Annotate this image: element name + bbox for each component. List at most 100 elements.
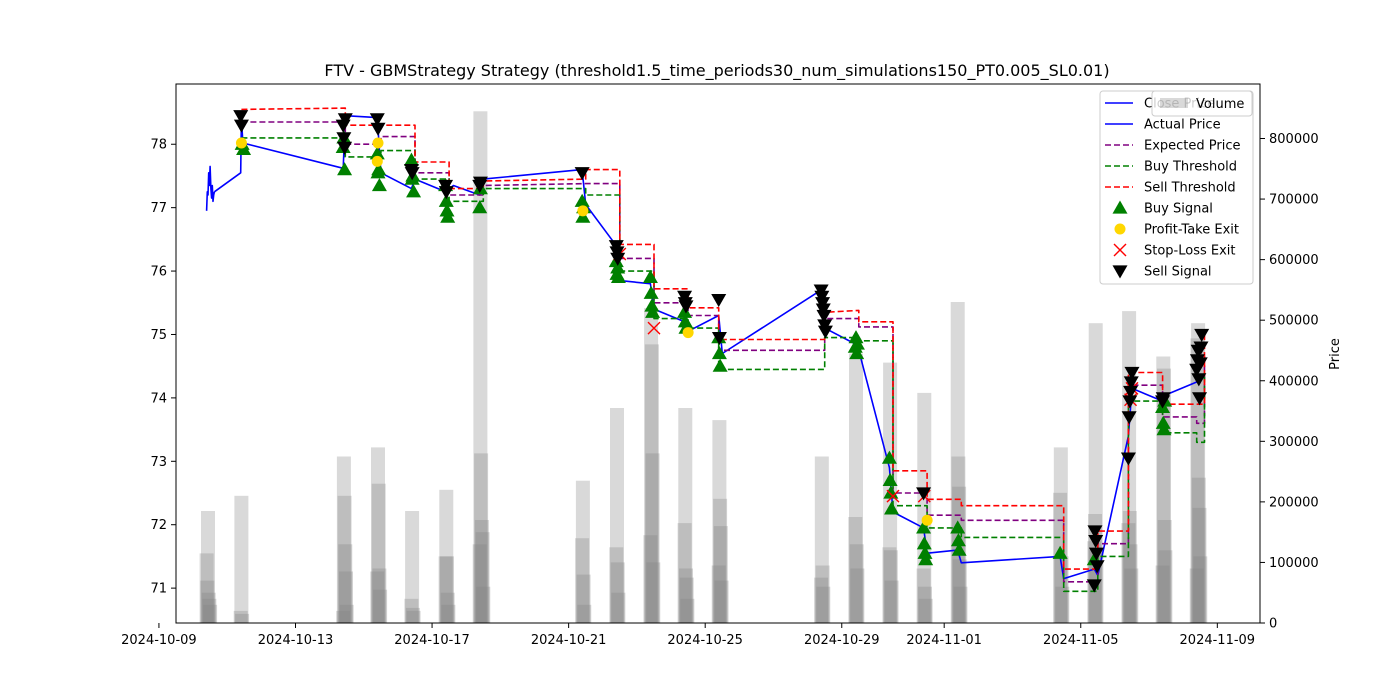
y2-tick-label: 700000 xyxy=(1269,193,1319,208)
volume-bar xyxy=(440,592,455,623)
volume-bar xyxy=(440,556,454,623)
y2-tick-label: 300000 xyxy=(1269,435,1319,450)
volume-bar xyxy=(474,453,489,623)
x-tick-label: 2024-10-09 xyxy=(121,633,197,648)
x-tick-label: 2024-10-25 xyxy=(667,633,743,648)
buy-signal-marker xyxy=(882,472,898,486)
series-line-actual-price xyxy=(213,114,1202,580)
buy-signal-marker xyxy=(677,304,693,318)
volume-bar xyxy=(883,550,898,623)
legend-item: Sell Signal xyxy=(1112,265,1212,280)
series-line-buy-threshold xyxy=(241,137,1206,593)
volume-bar xyxy=(337,495,352,623)
y2-tick-label: 0 xyxy=(1269,617,1277,632)
volume-bar xyxy=(1155,565,1170,623)
sell-signal-marker xyxy=(817,325,833,339)
volume-bar xyxy=(1124,568,1139,623)
sell-signal-marker xyxy=(336,132,352,146)
legend-label: Buy Threshold xyxy=(1144,160,1237,175)
x-tick-label: 2024-10-29 xyxy=(804,633,880,648)
volume-bar xyxy=(406,610,421,623)
y2-tick-label: 500000 xyxy=(1269,314,1319,329)
sell-signal-marker xyxy=(1089,560,1105,574)
volume-bar xyxy=(472,544,487,623)
buy-signal-marker xyxy=(403,152,419,166)
buy-signal-marker xyxy=(236,141,252,155)
stop-loss-marker xyxy=(886,489,900,503)
buy-signal-marker xyxy=(916,536,932,550)
buy-signal-marker xyxy=(1156,422,1172,436)
buy-signal-marker xyxy=(337,162,353,176)
legend-volume-label: Volume xyxy=(1196,97,1244,112)
y-axis-left: 71 72 73 74 75 76 77 78 xyxy=(150,138,176,597)
volume-bar xyxy=(953,586,968,623)
buy-signal-marker xyxy=(610,260,626,274)
sell-signal-marker xyxy=(438,186,454,200)
buy-signal-marker xyxy=(406,184,422,198)
volume-bar xyxy=(577,604,592,623)
y2-tick-label: 100000 xyxy=(1269,556,1319,571)
buy-signal-marker xyxy=(881,450,897,464)
y-tick-label: 78 xyxy=(150,138,167,153)
buy-signal-marker xyxy=(371,162,387,176)
buy-signal-marker xyxy=(951,542,967,556)
buy-signal-marker xyxy=(712,358,728,372)
volume-bar xyxy=(677,523,692,623)
legend-label: Buy Signal xyxy=(1144,202,1213,217)
legend-buy-icon xyxy=(1112,200,1128,214)
x-tick-label: 2024-10-21 xyxy=(531,633,607,648)
legend-item: Actual Price xyxy=(1105,118,1221,133)
buy-signal-marker xyxy=(645,304,661,318)
buy-signal-marker xyxy=(1052,545,1068,559)
volume-bar xyxy=(475,532,490,623)
sell-signal-marker xyxy=(369,113,385,127)
volume-bar xyxy=(1189,568,1204,623)
legend-sell-icon xyxy=(1112,265,1128,279)
volume-bar xyxy=(1122,511,1137,623)
volume-bar xyxy=(713,498,728,623)
legend-label: Actual Price xyxy=(1144,118,1221,133)
volume-bar xyxy=(1190,338,1205,623)
sell-signal-marker xyxy=(816,309,832,323)
y-tick-label: 71 xyxy=(150,582,167,597)
y2-axis-label: Price xyxy=(1328,338,1343,370)
buy-signal-marker xyxy=(440,209,456,223)
series-line-close-price xyxy=(205,165,216,211)
legend-label: Expected Price xyxy=(1144,139,1241,154)
buy-signal-marker xyxy=(472,200,488,214)
volume-bar xyxy=(476,586,491,623)
volume-bar xyxy=(339,604,354,623)
sell-signal-marker xyxy=(916,487,932,501)
volume-bar xyxy=(712,420,727,623)
sell-signal-marker xyxy=(233,119,249,133)
buy-signal-marker xyxy=(439,203,455,217)
sell-signal-marker xyxy=(404,167,420,181)
y-tick-label: 77 xyxy=(150,201,167,216)
volume-bar xyxy=(1193,556,1208,623)
sell-signal-marker xyxy=(1192,357,1208,371)
y-axis-right: 0 100000 200000 300000 400000 500000 600000 700… xyxy=(1260,132,1319,632)
volume-bar xyxy=(474,520,489,623)
volume-bar xyxy=(473,111,488,623)
volume-bar xyxy=(644,344,659,623)
legend-label: Sell Signal xyxy=(1144,265,1212,280)
x-axis: 2024-10-09 2024-10-13 2024-10-17 2024-10-21… xyxy=(121,623,1255,648)
volume-bar xyxy=(816,586,831,623)
sell-signal-marker xyxy=(1192,392,1208,406)
volume-bar xyxy=(644,308,659,623)
buy-signal-marker xyxy=(918,552,934,566)
volume-bar xyxy=(439,489,454,623)
legend-item: Buy Threshold xyxy=(1105,160,1237,175)
volume-bar xyxy=(884,580,899,623)
legend-label: Stop-Loss Exit xyxy=(1144,244,1236,259)
profit-take-marker xyxy=(235,137,247,149)
legend-item: Sell Threshold xyxy=(1105,181,1236,196)
volume-bar xyxy=(679,568,693,623)
buy-signal-marker xyxy=(917,545,933,559)
buy-signal-marker xyxy=(1155,415,1171,429)
volume-bar xyxy=(203,604,218,623)
buy-signal-marker xyxy=(950,533,966,547)
legend-item: Profit-Take Exit xyxy=(1114,223,1239,238)
volume-bar xyxy=(917,392,932,623)
